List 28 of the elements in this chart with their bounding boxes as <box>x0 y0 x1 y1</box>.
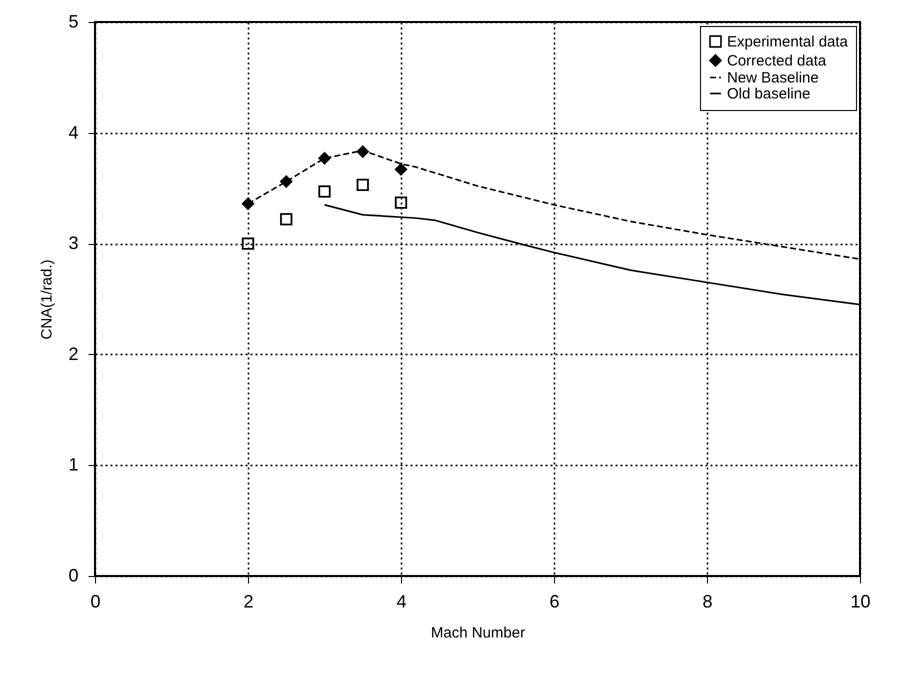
y-tick-label: 0 <box>68 566 78 586</box>
x-tick-label: 8 <box>702 592 713 612</box>
y-tick-label: 2 <box>68 344 78 364</box>
point <box>280 175 292 188</box>
point <box>356 145 369 158</box>
x-tick-label: 6 <box>549 592 560 612</box>
y-axis-title: CNA(1/rad.) <box>38 259 56 340</box>
point <box>318 152 331 164</box>
x-axis-title: Mach Number <box>430 624 526 642</box>
legend-label: Experimental data <box>727 34 849 50</box>
point <box>356 178 369 192</box>
x-tick-label: 10 <box>850 592 871 612</box>
legend-label: Old baseline <box>727 86 810 102</box>
point <box>394 196 408 209</box>
y-tick-label: 1 <box>68 454 78 475</box>
y-tick-label: 4 <box>68 122 78 142</box>
legend-label: New Baseline <box>727 70 819 86</box>
x-tick-label: 2 <box>243 592 254 612</box>
x-tick-label: 0 <box>90 592 101 612</box>
y-tick-label: 3 <box>68 233 78 254</box>
point <box>242 237 254 250</box>
point <box>318 185 331 198</box>
point <box>280 213 292 226</box>
point <box>242 198 254 210</box>
y-tick-label: 5 <box>68 12 78 32</box>
legend-label: Corrected data <box>727 52 827 70</box>
point <box>394 163 408 176</box>
x-tick-label: 4 <box>396 592 407 612</box>
